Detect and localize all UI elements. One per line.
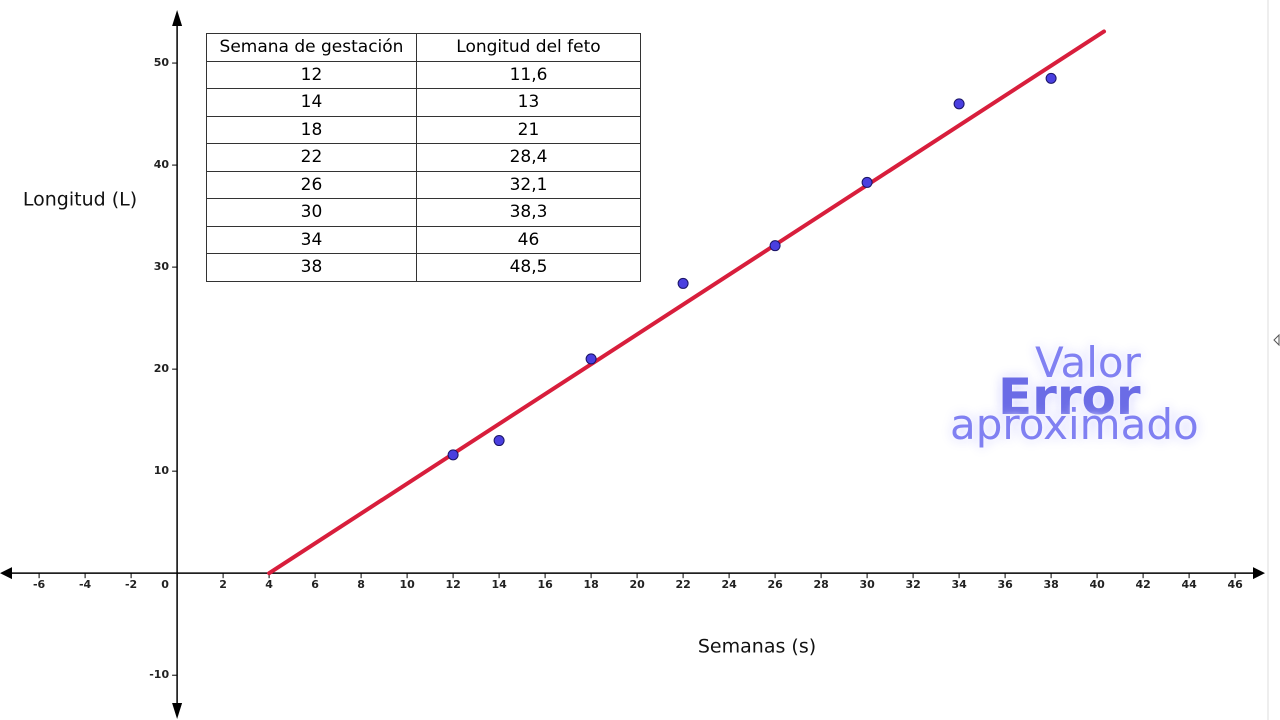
table-cell: 11,6 [416,60,641,89]
table-cell: 32,1 [416,170,641,199]
table-cell: 13 [416,88,641,117]
x-tick-label: 6 [311,578,319,591]
data-point [585,353,597,365]
table-row: 26 32,1 [206,170,641,199]
x-tick-label: -6 [33,578,46,591]
x-tick-label: -4 [79,578,92,591]
table-row: 38 48,5 [206,253,641,282]
y-tick-label: 40 [154,158,170,171]
x-tick-label: 46 [1227,578,1243,591]
table-cell: 12 [206,60,417,89]
x-tick-label: 32 [905,578,920,591]
table-cell: 30 [206,198,417,227]
x-axis-label: Semanas (s) [698,636,816,658]
axis-arrow [172,10,183,26]
overlay-text: Error [998,368,1141,426]
table-cell: 28,4 [416,143,641,172]
table-row: 14 13 [206,88,641,117]
table-row: 18 21 [206,115,641,144]
table-row: 22 28,4 [206,143,641,172]
table-cell: 38 [206,253,417,282]
overlay-text: aproximado [950,400,1199,449]
x-tick-label: 12 [445,578,460,591]
table-cell: 38,3 [416,198,641,227]
table-row: 30 38,3 [206,198,641,227]
x-tick-label: 22 [675,578,690,591]
table-cell: 14 [206,88,417,117]
table-row: 34 46 [206,225,641,254]
x-tick-label: 0 [161,578,169,591]
table-cell: 21 [416,115,641,144]
x-tick-label: 18 [583,578,598,591]
y-tick-label: 50 [154,56,170,69]
x-tick-label: 28 [813,578,828,591]
data-point [953,98,965,110]
x-tick-label: 14 [491,578,507,591]
x-tick-label: 20 [629,578,645,591]
x-tick-label: 34 [951,578,967,591]
table-cell: 26 [206,170,417,199]
x-tick-label: 4 [265,578,273,591]
fit-line [267,29,1106,576]
y-tick-label: 20 [154,362,170,375]
x-tick-label: 24 [721,578,737,591]
data-table: Semana de gestación Longitud del feto 12 11… [206,33,641,282]
x-tick-label: 38 [1043,578,1058,591]
x-tick-label: 44 [1181,578,1197,591]
x-tick-label: 8 [357,578,365,591]
y-tick-label: 30 [154,260,170,273]
table-row: Semana de gestación Longitud del feto [206,33,641,62]
x-tick-label: 42 [1135,578,1150,591]
x-tick-label: 30 [859,578,875,591]
data-point [769,240,781,252]
x-tick-label: 2 [219,578,227,591]
x-tick-label: -2 [125,578,137,591]
data-point [1045,72,1057,84]
x-tick-label: 40 [1089,578,1105,591]
x-tick-label: 16 [537,578,553,591]
table-cell: 34 [206,225,417,254]
x-tick-label: 36 [997,578,1013,591]
table-cell: 48,5 [416,253,641,282]
axis-arrow [172,703,183,719]
y-tick-label: 10 [154,464,170,477]
table-cell: Longitud del feto [416,33,641,62]
x-tick-label: 10 [399,578,415,591]
axis-arrow [0,567,12,580]
table-row: 12 11,6 [206,60,641,89]
table-cell: 46 [416,225,641,254]
data-point [677,277,689,289]
table-cell: 22 [206,143,417,172]
overlay-text: Valor [1035,338,1141,387]
y-tick-label: -10 [149,668,169,681]
table-cell: Semana de gestación [206,33,417,62]
data-point [493,435,505,447]
x-tick-label: 26 [767,578,783,591]
table-cell: 18 [206,115,417,144]
data-point [861,176,873,188]
panel-toggle[interactable] [1273,333,1280,347]
y-axis-label: Longitud (L) [23,189,137,211]
data-point [447,449,459,461]
axis-arrow [1253,567,1265,580]
